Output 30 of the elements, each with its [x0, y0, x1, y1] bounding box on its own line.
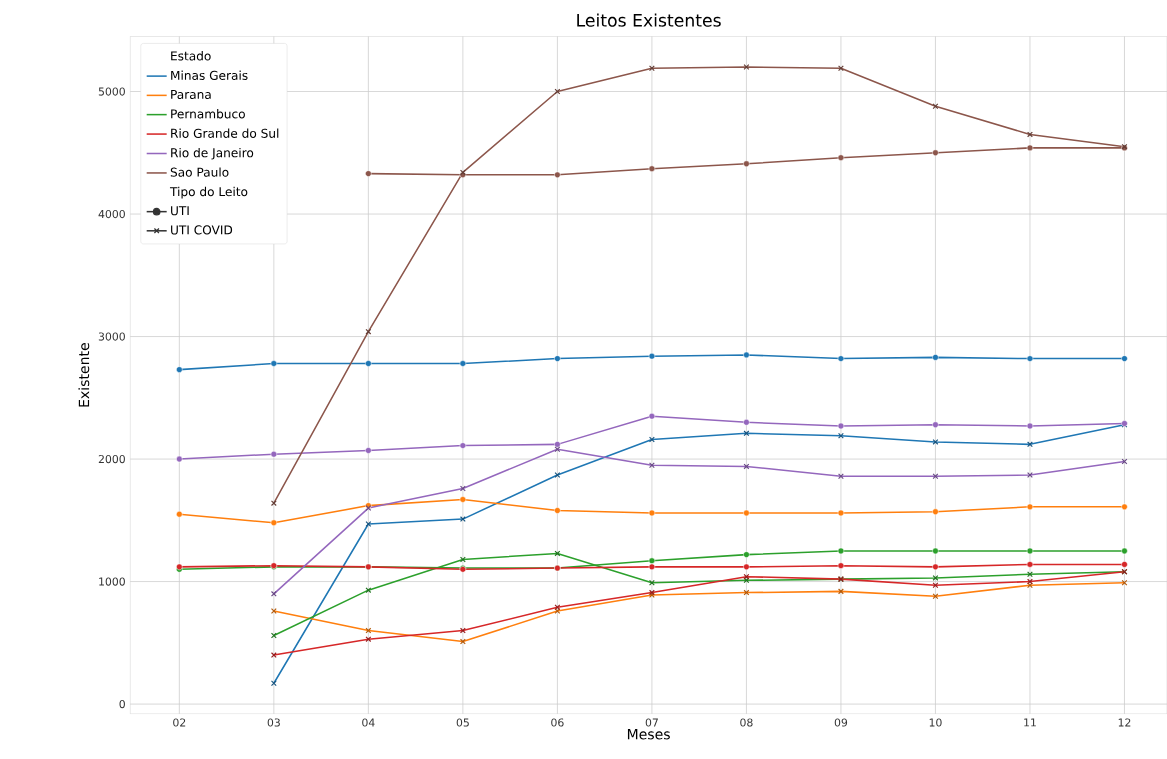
x-tick-label: 02: [173, 718, 186, 727]
legend-label: Rio de Janeiro: [171, 147, 254, 160]
legend-label: Rio Grande do Sul: [171, 128, 279, 138]
legend-label: Minas Gerais: [171, 70, 248, 80]
y-tick-label: 3000: [98, 332, 125, 341]
x-axis-title: Meses: [627, 729, 670, 740]
annotation: Tipo do Leito: [169, 186, 248, 199]
x-tick-label: 06: [551, 718, 564, 727]
x-tick-label: 04: [362, 718, 375, 727]
y-tick-label: 0: [119, 700, 125, 709]
annotation: UTI COVID: [171, 225, 233, 235]
x-tick-label: 03: [267, 718, 280, 727]
chart-title: Leitos Existentes: [577, 13, 721, 27]
legend-title: Estado: [171, 51, 211, 61]
x-tick-label: 09: [834, 718, 848, 727]
legend-label: Parana: [171, 90, 211, 100]
x-tick-label: 07: [645, 718, 658, 727]
x-tick-label: 10: [929, 718, 942, 727]
x-tick-label: 11: [1024, 718, 1036, 727]
y-tick-label: 5000: [98, 87, 125, 96]
y-tick-label: 2000: [98, 454, 125, 464]
x-tick-label: 05: [456, 718, 469, 727]
y-tick-label: 4000: [98, 209, 125, 219]
x-tick-label: 08: [740, 718, 753, 727]
annotation: UTI: [171, 206, 189, 216]
x-tick-label: 12: [1118, 718, 1131, 727]
legend-label: Sao Paulo: [170, 167, 229, 177]
legend-label: Pernambuco: [171, 109, 245, 119]
y-axis-title: Existente: [78, 343, 90, 407]
y-tick-label: 1000: [99, 577, 125, 586]
